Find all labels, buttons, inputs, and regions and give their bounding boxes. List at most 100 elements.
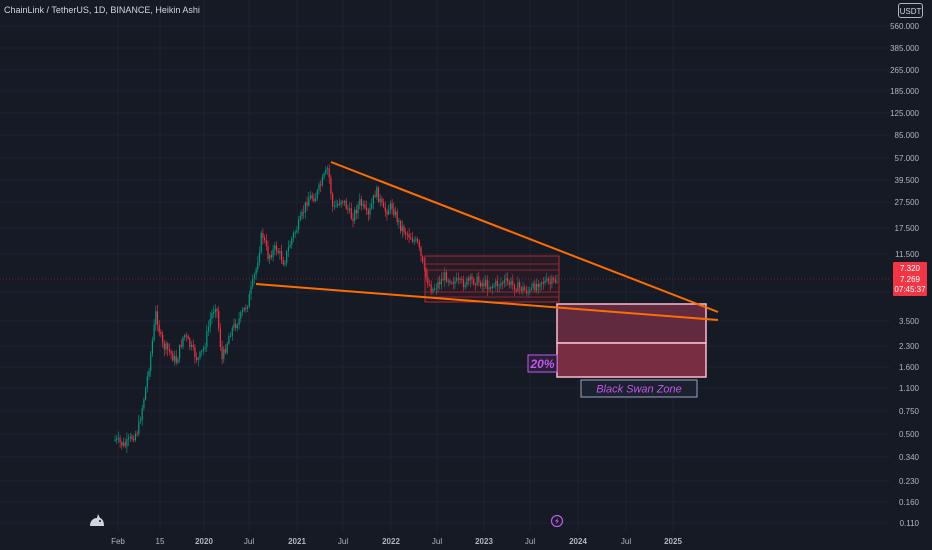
candle bbox=[534, 279, 536, 293]
candle bbox=[396, 208, 398, 226]
price-tick-label: 125.000 bbox=[890, 109, 919, 118]
candles bbox=[114, 164, 558, 454]
candle bbox=[510, 277, 512, 289]
candle bbox=[389, 200, 391, 215]
candle bbox=[279, 247, 281, 260]
candle bbox=[330, 174, 332, 200]
candle bbox=[369, 203, 371, 220]
time-tick-label: Feb bbox=[111, 537, 125, 546]
candle bbox=[296, 225, 298, 234]
price-axis[interactable]: 560.000 385.000 265.000 185.000 125.000 85.00… bbox=[890, 0, 932, 532]
candle bbox=[498, 283, 500, 293]
candle bbox=[151, 336, 153, 357]
candle bbox=[553, 275, 555, 284]
candle bbox=[461, 276, 463, 284]
candle bbox=[150, 350, 152, 377]
candle bbox=[153, 319, 155, 343]
time-tick-label: 2025 bbox=[664, 537, 682, 546]
candle bbox=[292, 230, 295, 243]
candle bbox=[311, 192, 313, 202]
candle bbox=[362, 200, 364, 210]
candle bbox=[141, 404, 143, 426]
candle bbox=[269, 253, 271, 265]
candle bbox=[479, 280, 482, 289]
upper-trendline[interactable] bbox=[330, 161, 719, 313]
tradingview-logo-icon[interactable] bbox=[90, 514, 104, 526]
candle bbox=[119, 435, 121, 448]
candle bbox=[291, 236, 293, 249]
candle bbox=[250, 280, 252, 301]
candle bbox=[386, 208, 388, 221]
candle bbox=[503, 274, 505, 288]
candle bbox=[277, 248, 279, 255]
candle bbox=[190, 341, 193, 351]
candle bbox=[320, 180, 322, 193]
candle bbox=[270, 250, 272, 261]
candle bbox=[423, 257, 425, 272]
candle bbox=[264, 234, 266, 244]
candle bbox=[427, 270, 429, 288]
candle bbox=[345, 197, 347, 210]
candle bbox=[413, 236, 415, 245]
candle bbox=[541, 281, 543, 291]
time-axis[interactable]: Feb 15 2020 Jul 2021 Jul 2022 Jul 2023 Jul 2024 Jul… bbox=[0, 532, 932, 550]
candle bbox=[294, 230, 296, 238]
lower-trendline[interactable] bbox=[255, 283, 719, 321]
candle bbox=[323, 171, 325, 180]
candle bbox=[454, 276, 456, 289]
candle bbox=[213, 305, 215, 318]
candle bbox=[478, 271, 480, 286]
candle bbox=[556, 274, 558, 284]
candle bbox=[158, 320, 160, 337]
candle bbox=[298, 215, 300, 234]
percent-label-box[interactable]: 20% bbox=[527, 354, 558, 373]
candle bbox=[360, 196, 363, 211]
candle bbox=[471, 272, 473, 285]
candle bbox=[398, 217, 400, 229]
candle bbox=[199, 350, 201, 361]
candle bbox=[304, 201, 306, 219]
candle bbox=[155, 305, 157, 331]
candle bbox=[530, 283, 533, 292]
candle bbox=[405, 228, 407, 240]
candle bbox=[326, 165, 329, 176]
candle bbox=[333, 201, 335, 210]
candle bbox=[496, 275, 499, 292]
candle bbox=[133, 435, 135, 443]
candle bbox=[201, 349, 203, 357]
candle bbox=[177, 356, 179, 365]
candle bbox=[207, 320, 210, 337]
candle bbox=[184, 333, 186, 341]
candle bbox=[219, 322, 221, 352]
candle bbox=[481, 279, 483, 293]
candle bbox=[529, 286, 531, 295]
currency-button[interactable]: USDT bbox=[898, 3, 923, 18]
candle bbox=[160, 329, 162, 338]
candle bbox=[483, 277, 485, 292]
candle bbox=[374, 190, 376, 198]
candle bbox=[226, 341, 228, 355]
candle bbox=[328, 164, 330, 185]
candle bbox=[248, 290, 250, 308]
candle bbox=[243, 306, 245, 312]
candle bbox=[440, 272, 442, 290]
countdown-label: 07:45:37 bbox=[894, 285, 926, 294]
time-tick-label: Jul bbox=[525, 537, 535, 546]
candle bbox=[275, 241, 278, 256]
time-tick-label: Jul bbox=[621, 537, 631, 546]
candle bbox=[241, 307, 244, 317]
zone-label: Black Swan Zone bbox=[596, 384, 682, 396]
candle bbox=[129, 432, 131, 443]
candle bbox=[493, 282, 495, 289]
black-swan-zone[interactable] bbox=[556, 303, 707, 378]
candle bbox=[439, 275, 441, 290]
dividends-lightning-icon[interactable] bbox=[550, 514, 564, 528]
candle bbox=[357, 201, 359, 220]
candle bbox=[265, 233, 267, 251]
candle bbox=[187, 334, 189, 340]
candle bbox=[434, 283, 436, 292]
zone-label-box[interactable]: Black Swan Zone bbox=[580, 379, 698, 398]
candle bbox=[469, 273, 471, 288]
